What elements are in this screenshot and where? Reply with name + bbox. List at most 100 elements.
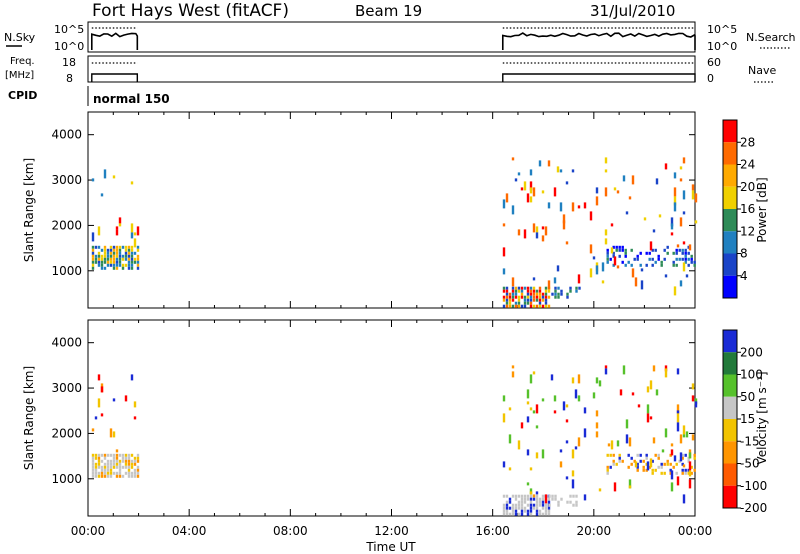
range-gate-cell xyxy=(682,262,686,272)
y-tick-label: 1000 xyxy=(51,264,82,278)
range-gate-cell xyxy=(127,474,131,478)
time-axis-labels: 00:00 04:00 08:00 12:00 16:00 20:00 00:00 xyxy=(71,524,713,538)
range-gate-cell xyxy=(115,254,119,258)
range-gate-cell xyxy=(523,494,527,498)
velocity-ylabel: Slant Range [km] xyxy=(22,366,36,470)
range-gate-cell xyxy=(541,292,545,296)
range-gate-cell xyxy=(553,410,557,414)
range-gate-cell xyxy=(637,404,641,408)
range-gate-cell xyxy=(676,368,680,375)
range-gate-cell xyxy=(133,471,137,475)
range-gate-cell xyxy=(91,474,95,478)
range-gate-cell xyxy=(615,245,618,249)
range-gate-cell xyxy=(649,241,653,251)
range-gate-cell xyxy=(538,500,542,504)
range-gate-cell xyxy=(655,389,659,396)
range-gate-cell xyxy=(130,453,134,457)
range-gate-cell xyxy=(103,169,107,179)
range-gate-cell xyxy=(628,485,632,489)
range-gate-cell xyxy=(121,257,125,261)
range-gate-cell xyxy=(609,257,612,261)
range-gate-cell xyxy=(130,263,134,267)
range-gate-cell xyxy=(572,494,575,498)
range-gate-cell xyxy=(502,286,506,290)
range-gate-cell xyxy=(532,371,536,375)
range-gate-cell xyxy=(103,465,107,469)
range-gate-cell xyxy=(681,251,684,255)
range-gate-cell xyxy=(690,254,693,258)
range-gate-cell xyxy=(654,453,657,457)
range-gate-cell xyxy=(91,266,95,270)
range-gate-cell xyxy=(529,503,533,507)
range-gate-cell xyxy=(136,248,140,252)
range-gate-cell xyxy=(100,413,104,417)
range-gate-cell xyxy=(511,277,515,287)
range-gate-cell xyxy=(514,509,518,513)
range-gate-cell xyxy=(136,257,140,261)
range-gate-cell xyxy=(636,453,639,457)
range-gate-cell xyxy=(127,251,131,255)
range-gate-cell xyxy=(115,263,119,267)
range-gate-cell xyxy=(106,468,110,472)
range-gate-cell xyxy=(541,503,545,507)
range-gate-cell xyxy=(511,292,515,296)
range-gate-cell xyxy=(670,223,674,230)
range-gate-cell xyxy=(130,465,134,469)
range-gate-cell xyxy=(648,251,651,255)
range-gate-cell xyxy=(115,465,119,469)
range-gate-cell xyxy=(693,456,696,460)
cpid-value: normal 150 xyxy=(93,92,170,106)
range-gate-cell xyxy=(649,458,653,468)
range-gate-cell xyxy=(532,295,536,299)
range-gate-cell xyxy=(601,280,605,284)
range-gate-cell xyxy=(684,248,687,252)
range-gate-cell xyxy=(604,368,608,375)
range-gate-cell xyxy=(654,468,657,472)
range-gate-cell xyxy=(606,248,609,252)
range-gate-cell xyxy=(532,187,536,197)
range-gate-cell xyxy=(121,465,125,469)
range-gate-cell xyxy=(657,254,660,258)
range-gate-cell xyxy=(660,465,663,469)
range-gate-cell xyxy=(118,468,122,472)
range-gate-cell xyxy=(133,468,137,472)
range-gate-cell xyxy=(616,265,620,269)
range-gate-cell xyxy=(547,506,551,510)
range-gate-cell xyxy=(675,263,678,267)
freq-tick-bottom: 8 xyxy=(66,72,73,85)
range-gate-cell xyxy=(112,398,116,402)
range-gate-cell xyxy=(517,506,521,510)
range-gate-cell xyxy=(109,474,113,478)
range-gate-cell xyxy=(502,506,506,510)
range-gate-cell xyxy=(669,468,672,472)
range-gate-cell xyxy=(502,461,506,468)
range-gate-cell xyxy=(687,263,690,267)
range-gate-cell xyxy=(613,482,617,492)
range-gate-cell xyxy=(670,217,674,227)
range-gate-cell xyxy=(679,178,683,182)
y-tick-label: 3000 xyxy=(51,173,82,187)
nsky-trace xyxy=(501,32,696,50)
range-gate-cell xyxy=(640,268,644,272)
range-gate-cell xyxy=(583,494,587,501)
range-gate-cell xyxy=(520,503,524,507)
range-gate-cell xyxy=(625,419,629,429)
range-gate-cell xyxy=(627,453,630,457)
range-gate-cell xyxy=(127,266,131,270)
range-gate-cell xyxy=(669,453,672,457)
range-gate-cell xyxy=(94,453,98,457)
range-gate-cell xyxy=(520,187,524,191)
range-gate-cell xyxy=(595,410,599,417)
range-gate-cell xyxy=(136,226,140,236)
y-tick-label: 1000 xyxy=(51,472,82,486)
range-gate-cell xyxy=(645,456,648,460)
range-gate-cell xyxy=(514,178,518,182)
range-gate-cell xyxy=(505,503,509,507)
range-gate-cell xyxy=(511,157,515,161)
range-gate-cell xyxy=(136,459,140,463)
colorbar-tick-label: 200 xyxy=(740,345,763,359)
range-gate-cell xyxy=(562,220,566,230)
range-gate-cell xyxy=(681,456,684,460)
range-gate-cell xyxy=(646,461,650,471)
range-gate-cell xyxy=(502,512,506,516)
